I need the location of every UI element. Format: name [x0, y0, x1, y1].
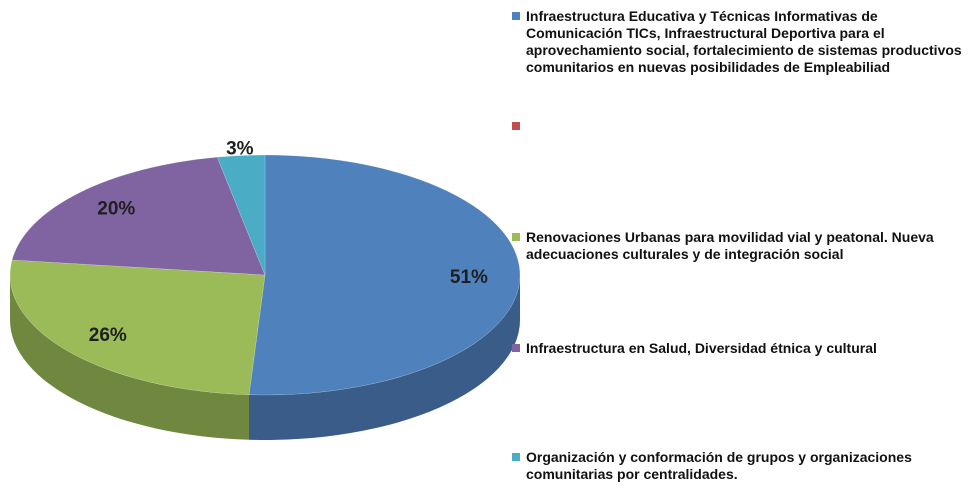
- data-label: 20%: [97, 198, 135, 219]
- slice-side: [248, 275, 521, 440]
- legend-label: Infraestructura en Salud, Diversidad étn…: [526, 340, 877, 356]
- legend-swatch: [512, 344, 520, 352]
- data-label: 51%: [450, 267, 488, 288]
- legend-label: Renovaciones Urbanas para movilidad vial…: [526, 229, 934, 262]
- legend-entry: Renovaciones Urbanas para movilidad vial…: [512, 229, 972, 263]
- slice: [9, 259, 266, 396]
- legend-swatch: [512, 233, 520, 241]
- legend-label: [526, 118, 972, 135]
- slice: [248, 154, 521, 396]
- slice: [11, 156, 266, 276]
- legend-swatch: [512, 122, 520, 130]
- legend-label: Organización y conformación de grupos y …: [526, 449, 912, 482]
- slice: [216, 154, 266, 276]
- legend-entry: Infraestructura Educativa y Técnicas Inf…: [512, 8, 972, 76]
- data-label: 3%: [226, 139, 254, 160]
- legend-entry: Organización y conformación de grupos y …: [512, 449, 972, 483]
- data-label: 26%: [89, 325, 127, 346]
- slice-side: [10, 275, 249, 440]
- legend-swatch: [512, 12, 520, 20]
- legend-label: Infraestructura Educativa y Técnicas Inf…: [526, 8, 962, 75]
- legend-entry: [512, 118, 972, 135]
- legend-entry: Infraestructura en Salud, Diversidad étn…: [512, 340, 972, 357]
- legend-swatch: [512, 453, 520, 461]
